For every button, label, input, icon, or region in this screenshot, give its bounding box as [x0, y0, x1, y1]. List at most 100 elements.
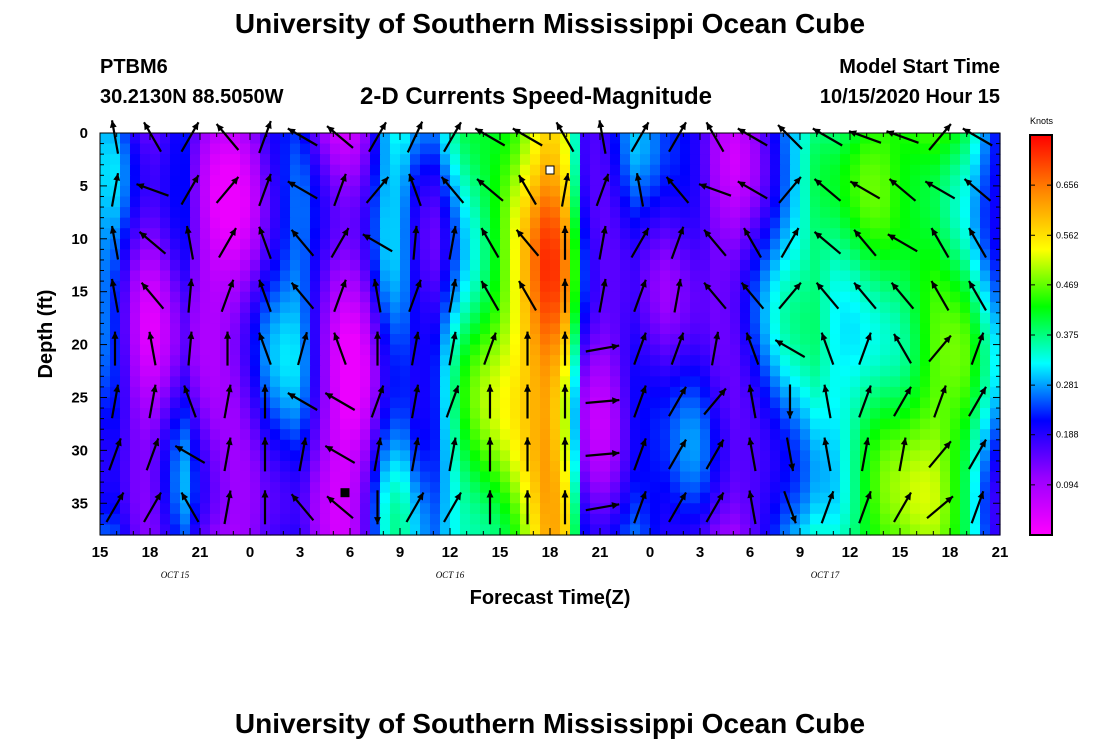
heat-cell [140, 429, 151, 441]
heat-cell [670, 460, 681, 473]
heat-cell [730, 302, 741, 314]
heat-cell [900, 460, 911, 473]
heat-cell [780, 460, 791, 473]
heat-cell [950, 238, 961, 250]
heat-cell [490, 281, 501, 293]
heat-cell [320, 450, 331, 462]
heat-cell [430, 143, 441, 155]
heat-cell [840, 270, 851, 282]
heat-cell [880, 143, 891, 155]
heat-cell [420, 450, 431, 462]
heat-cell [160, 259, 171, 272]
heat-cell [610, 344, 621, 356]
heat-cell [810, 418, 821, 430]
vector-head [816, 282, 824, 291]
heat-cell [330, 482, 341, 494]
heat-cell [100, 376, 111, 388]
heat-cell [890, 492, 901, 504]
current-vector [368, 121, 387, 153]
heat-cell [430, 355, 441, 367]
heat-cell [350, 238, 361, 250]
heat-cell [700, 429, 711, 441]
heat-cell [700, 133, 711, 145]
current-vector [703, 281, 727, 310]
heat-cell [550, 492, 561, 504]
heat-cell [910, 482, 921, 494]
heat-cell [230, 249, 241, 261]
heat-cell [930, 450, 941, 462]
heat-cell [640, 429, 651, 441]
heat-cell [820, 281, 831, 293]
heat-cell [390, 439, 401, 451]
heat-cell [930, 365, 941, 377]
heat-cell [540, 418, 551, 430]
vector-head [265, 173, 272, 182]
vector-head [372, 278, 380, 287]
heat-cell [450, 312, 461, 325]
vector-head [216, 124, 224, 132]
heat-cell [230, 259, 241, 272]
heat-cell [200, 334, 211, 346]
heat-cell [640, 154, 651, 166]
x-tick-label: 21 [992, 544, 1009, 561]
heat-cell [210, 133, 221, 145]
current-vector [223, 384, 233, 419]
heat-cell [880, 175, 891, 187]
heat-cell [820, 418, 831, 430]
heat-cell [770, 238, 781, 250]
heat-cell [660, 291, 671, 303]
heat-cell [230, 291, 241, 303]
heat-cell [180, 334, 191, 346]
heat-cell [300, 460, 311, 473]
heat-cell [490, 429, 501, 441]
heat-cell [300, 164, 311, 176]
heat-cell [970, 228, 981, 240]
heat-cell [420, 344, 431, 356]
heat-cell [750, 217, 761, 229]
heat-cell [170, 503, 181, 515]
heat-cell [450, 281, 461, 293]
heat-cell [260, 365, 271, 377]
heat-cell [830, 439, 841, 451]
heat-cell [750, 418, 761, 430]
heat-cell [620, 302, 631, 314]
current-vector [110, 173, 121, 207]
heat-cell [470, 460, 481, 473]
heat-cell [600, 312, 611, 325]
heat-cell [710, 355, 721, 367]
heat-cell [460, 334, 471, 346]
heat-cell [660, 503, 671, 515]
heat-cell [970, 418, 981, 430]
heat-cell [210, 492, 221, 504]
heat-cell [740, 291, 751, 303]
heat-cell [200, 513, 211, 526]
heat-cell [980, 471, 991, 483]
heat-cell [860, 143, 871, 155]
heat-cell [240, 185, 251, 198]
heat-cell [120, 450, 131, 462]
heat-cell [530, 133, 541, 145]
heat-cell [990, 175, 1001, 187]
heat-cell [530, 312, 541, 325]
heat-cell [150, 365, 161, 377]
heat-cell [460, 418, 471, 430]
heat-cell [300, 259, 311, 272]
current-vector [224, 331, 231, 366]
heat-cell [310, 334, 321, 346]
heat-cell [420, 408, 431, 420]
heat-cell [170, 355, 181, 367]
heat-cell [650, 492, 661, 504]
current-vector [898, 437, 908, 472]
heat-cell [330, 207, 341, 219]
heat-cell [130, 217, 141, 229]
colorbar-tick-label: 0.562 [1056, 230, 1079, 240]
heat-cell [290, 143, 301, 155]
heat-cell [450, 302, 461, 314]
heat-cell [460, 196, 471, 208]
heat-cell [430, 238, 441, 250]
heat-cell [460, 471, 471, 483]
heat-cell [830, 238, 841, 250]
current-vector [373, 437, 383, 472]
heat-cell [730, 439, 741, 451]
heat-cell [520, 355, 531, 367]
